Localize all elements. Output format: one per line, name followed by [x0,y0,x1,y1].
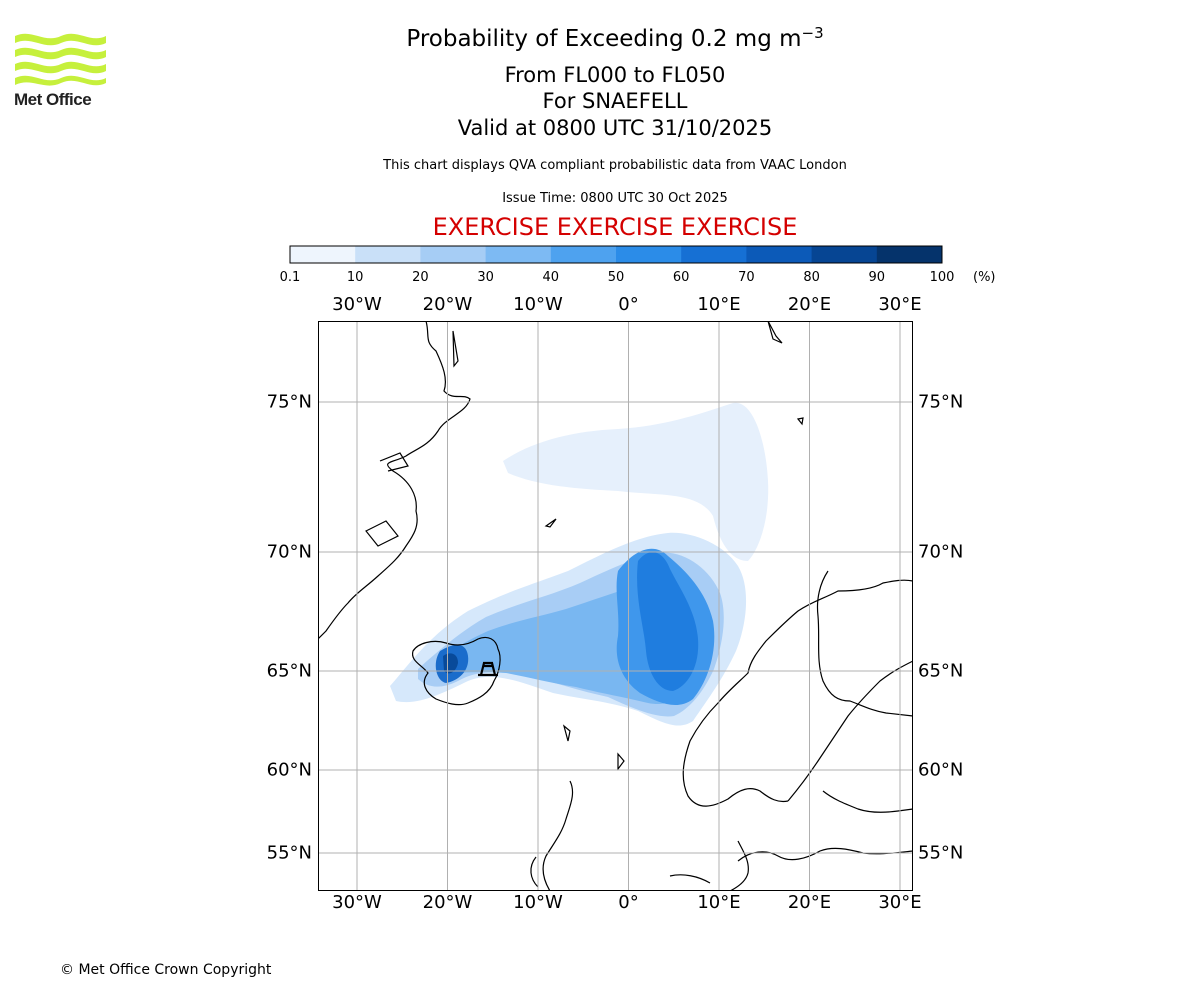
lon-label-bottom: 0° [618,892,639,913]
met-office-logo [14,30,108,90]
lon-label-bottom: 10°W [513,892,563,913]
colorbar-cell [550,246,617,263]
lon-label-top: 20°E [787,294,832,315]
lon-label-top: 30°E [878,294,922,315]
copyright-text: © Met Office Crown Copyright [60,962,272,978]
colorbar-tick-label: 20 [412,270,429,285]
lon-label-bottom: 20°W [422,892,473,913]
colorbar-cell [811,246,878,263]
lat-label-left: 75°N [266,391,312,413]
colorbar-cell [876,246,943,263]
volcano-marker-icon [478,661,498,677]
chart-description: This chart displays QVA compliant probab… [383,158,847,173]
lon-label-bottom: 30°E [878,892,922,913]
colorbar [289,245,943,264]
colorbar-tick-label: 0.1 [279,270,301,285]
colorbar-tick-label: 90 [868,270,886,285]
lat-label-right: 65°N [918,660,964,682]
lon-label-bottom: 30°W [332,892,382,913]
lon-label-top: 10°W [513,294,563,315]
lat-label-left: 70°N [266,541,312,563]
lon-label-top: 20°W [422,294,473,315]
issue-time: Issue Time: 0800 UTC 30 Oct 2025 [502,191,728,206]
colorbar-cell [290,246,356,263]
logo-waves-icon [15,33,106,86]
colorbar-cell [681,246,747,263]
lat-label-right: 60°N [918,759,964,781]
lat-label-right: 55°N [918,842,964,864]
lat-label-right: 70°N [918,541,964,563]
title-main: Probability of Exceeding 0.2 mg m [406,26,802,52]
title-exponent: −3 [801,24,824,42]
logo-text: Met Office [14,90,92,109]
colorbar-cell [746,246,813,263]
lon-label-top: 30°W [332,294,382,315]
map-frame [318,321,913,891]
colorbar-cell [616,246,682,263]
colorbar-unit: (%) [973,270,996,285]
colorbar-tick-label: 80 [803,270,820,285]
colorbar-tick-label: 10 [346,270,364,285]
colorbar-cell [420,246,487,263]
colorbar-tick-label: 30 [477,270,494,285]
graticule [318,321,913,891]
map-canvas [318,321,913,891]
lon-label-top: 10°E [697,294,741,315]
coastlines [318,321,913,891]
level-range: From FL000 to FL050 [504,63,726,87]
exercise-banner: EXERCISE EXERCISE EXERCISE [432,213,798,241]
lon-label-bottom: 10°E [697,892,741,913]
colorbar-cell [485,246,552,263]
colorbar-tick-label: 60 [672,270,690,285]
lon-label-bottom: 20°E [787,892,832,913]
chart-title: Probability of Exceeding 0.2 mg m−3 [0,24,1200,52]
lat-label-left: 65°N [266,660,312,682]
lat-label-right: 75°N [918,391,964,413]
lon-label-top: 0° [618,294,639,315]
valid-time: Valid at 0800 UTC 31/10/2025 [457,116,773,140]
colorbar-tick-label: 100 [929,270,955,285]
volcano-name: For SNAEFELL [542,89,688,113]
colorbar-cell [355,246,421,263]
colorbar-tick-label: 70 [738,270,755,285]
colorbar-tick-label: 40 [542,270,560,285]
lat-label-left: 60°N [266,759,312,781]
colorbar-tick-label: 50 [607,270,625,285]
lat-label-left: 55°N [266,842,312,864]
ash-plume [390,402,769,726]
